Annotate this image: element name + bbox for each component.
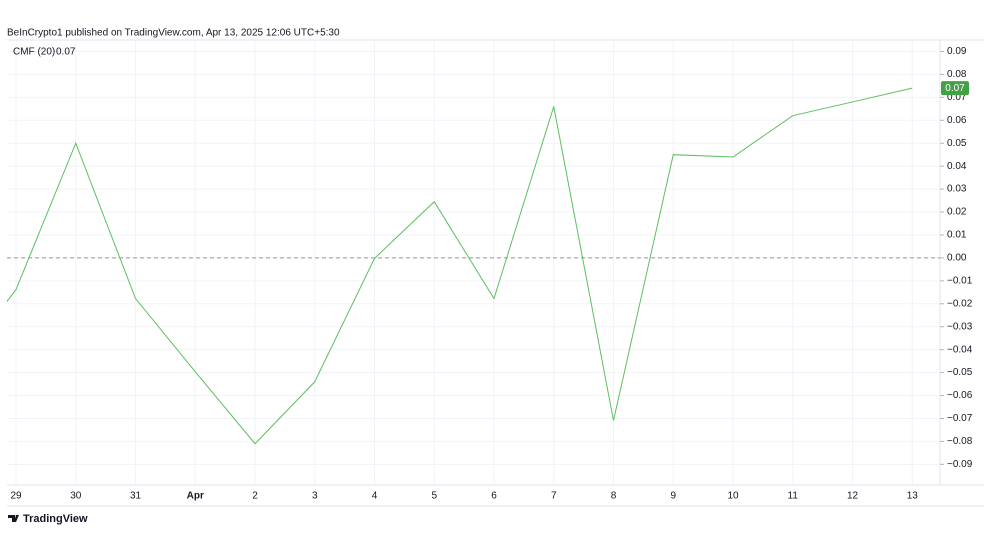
price-badge [941, 81, 969, 96]
y-tick-label: −0.01 [947, 275, 973, 286]
plot [7, 87, 940, 445]
y-tick-label: 0.03 [947, 184, 967, 195]
legend-value: 0.07 [56, 47, 76, 58]
y-tick-label: 0.07 [947, 92, 967, 103]
y-tick-label: −0.06 [947, 390, 973, 401]
legend-name: CMF (20) [13, 47, 55, 58]
y-tick-label: 0.02 [947, 207, 967, 218]
y-tick-label: 0.06 [947, 115, 967, 126]
y-tick-label: −0.02 [947, 298, 973, 309]
x-tick-label: Apr [187, 491, 204, 502]
x-tick-label: 30 [70, 491, 82, 502]
x-tick-label: 4 [372, 491, 378, 502]
y-tick-label: 0.05 [947, 138, 967, 149]
x-tick-label: 12 [847, 491, 859, 502]
y-tick-label: −0.07 [947, 413, 973, 424]
x-tick-label: 13 [907, 491, 919, 502]
x-tick-label: 10 [727, 491, 739, 502]
logo [8, 515, 19, 522]
x-tick-label: 31 [130, 491, 142, 502]
footer-brand: TradingView [23, 513, 88, 525]
y-tick-label: 0.01 [947, 230, 967, 241]
attribution: BeInCrypto1 published on TradingView.com… [7, 28, 340, 39]
x-tick-label: 9 [670, 491, 676, 502]
y-tick-label: 0.00 [947, 253, 967, 264]
y-tick-label: −0.05 [947, 367, 973, 378]
x-tick-label: 11 [788, 491, 799, 502]
x-tick-label: 3 [312, 491, 318, 502]
x-tick-label: 2 [252, 491, 258, 502]
line-series [7, 87, 913, 445]
x-tick-label: 29 [10, 491, 22, 502]
x-tick-label: 7 [551, 491, 557, 502]
x-tick-label: 5 [431, 491, 437, 502]
grid [7, 40, 940, 485]
y-tick-label: −0.03 [947, 321, 973, 332]
x-tick-label: 8 [611, 491, 617, 502]
y-tick-label: −0.08 [947, 436, 973, 447]
y-tick-label: 0.08 [947, 69, 967, 80]
y-tick-label: −0.09 [947, 459, 973, 470]
y-tick-label: 0.09 [947, 46, 967, 57]
x-tick-label: 6 [491, 491, 497, 502]
price-badge-label: 0.07 [945, 83, 965, 94]
y-tick-label: −0.04 [947, 344, 973, 355]
y-tick-label: 0.04 [947, 161, 967, 172]
